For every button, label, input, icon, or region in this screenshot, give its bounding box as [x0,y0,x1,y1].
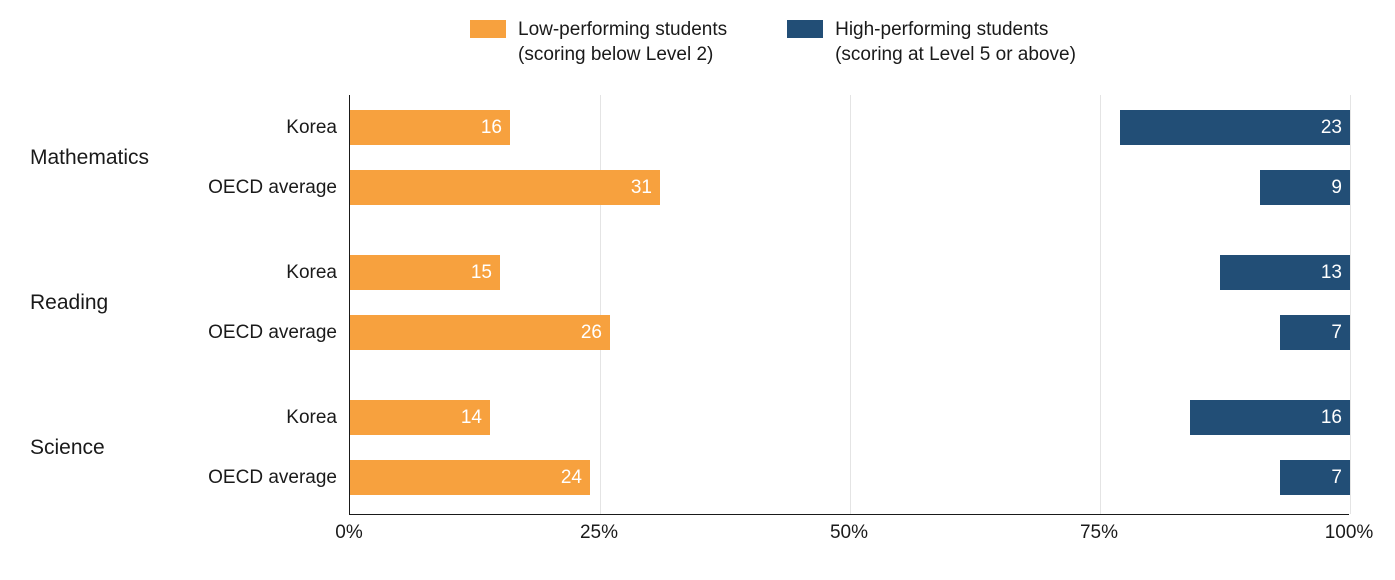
group-label: Reading [30,291,108,315]
group-label: Mathematics [30,146,149,170]
legend-item-low: Low-performing students (scoring below L… [470,18,727,67]
row-label: Korea [137,262,337,284]
bar-low-value: 16 [473,110,510,145]
legend-swatch-high [787,20,823,38]
bar-low: 24 [350,460,590,495]
bar-low: 14 [350,400,490,435]
plot-area: 16 23 31 9 15 13 26 7 14 16 24 7 [349,95,1349,515]
bar-high-value: 7 [1323,315,1350,350]
legend-item-high: High-performing students (scoring at Lev… [787,18,1076,67]
bar-high-value: 16 [1313,400,1350,435]
bar-high: 16 [1190,400,1350,435]
bar-high-value: 7 [1323,460,1350,495]
group-label: Science [30,436,105,460]
row-label: Korea [137,407,337,429]
bar-high: 7 [1280,315,1350,350]
bar-high: 23 [1120,110,1350,145]
bar-low-value: 14 [453,400,490,435]
gridline [1350,95,1351,514]
legend-label-low-line2: (scoring below Level 2) [518,44,713,65]
legend-label-low-line1: Low-performing students [518,19,727,40]
bar-low-value: 15 [463,255,500,290]
legend: Low-performing students (scoring below L… [470,18,1076,67]
row-label: OECD average [137,177,337,199]
gridline [1100,95,1101,514]
bar-low-value: 26 [573,315,610,350]
bar-low: 31 [350,170,660,205]
legend-text-low: Low-performing students (scoring below L… [518,18,727,67]
bar-high-value: 9 [1323,170,1350,205]
legend-swatch-low [470,20,506,38]
bar-low: 26 [350,315,610,350]
xtick-label: 75% [1080,522,1118,544]
bar-high: 7 [1280,460,1350,495]
bar-low: 15 [350,255,500,290]
xtick-label: 50% [830,522,868,544]
bar-low-value: 24 [553,460,590,495]
xtick-label: 25% [580,522,618,544]
gridline [850,95,851,514]
legend-label-high-line1: High-performing students [835,19,1048,40]
bar-high-value: 23 [1313,110,1350,145]
gridline [600,95,601,514]
bar-low: 16 [350,110,510,145]
bar-high: 13 [1220,255,1350,290]
chart-container: Low-performing students (scoring below L… [0,0,1395,580]
xtick-label: 100% [1325,522,1374,544]
xtick-label: 0% [335,522,362,544]
row-label: Korea [137,117,337,139]
legend-label-high-line2: (scoring at Level 5 or above) [835,44,1076,65]
legend-text-high: High-performing students (scoring at Lev… [835,18,1076,67]
row-label: OECD average [137,467,337,489]
bar-low-value: 31 [623,170,660,205]
row-label: OECD average [137,322,337,344]
bar-high-value: 13 [1313,255,1350,290]
bar-high: 9 [1260,170,1350,205]
